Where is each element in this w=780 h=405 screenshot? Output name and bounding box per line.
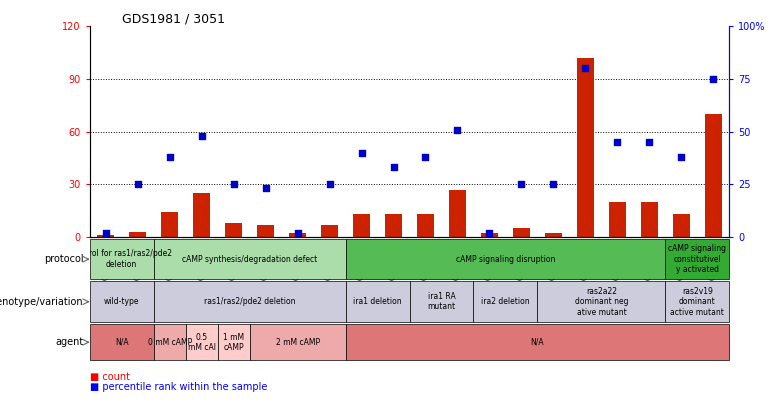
Text: control for ras1/ras2/pde2
deletion: control for ras1/ras2/pde2 deletion <box>72 249 172 269</box>
Bar <box>417 214 434 237</box>
Bar <box>544 233 562 237</box>
Bar <box>154 239 346 279</box>
Bar <box>90 239 154 279</box>
Bar <box>193 193 211 237</box>
Text: genotype/variation: genotype/variation <box>0 297 83 307</box>
Text: N/A: N/A <box>115 338 129 347</box>
Bar <box>672 214 690 237</box>
Bar <box>665 239 729 279</box>
Bar <box>537 281 665 322</box>
Text: ras1/ras2/pde2 deletion: ras1/ras2/pde2 deletion <box>204 297 296 306</box>
Point <box>100 230 112 236</box>
Text: wild-type: wild-type <box>104 297 140 306</box>
Bar <box>321 225 339 237</box>
Text: ras2a22
dominant neg
ative mutant: ras2a22 dominant neg ative mutant <box>575 287 628 317</box>
Bar <box>473 281 537 322</box>
Bar <box>186 324 218 360</box>
Bar <box>257 225 275 237</box>
Point <box>675 153 688 160</box>
Bar <box>448 190 466 237</box>
Bar <box>97 235 115 237</box>
Bar <box>129 232 147 237</box>
Bar <box>410 281 473 322</box>
Text: cAMP signaling disruption: cAMP signaling disruption <box>456 255 555 264</box>
Bar <box>576 58 594 237</box>
Text: cAMP signaling
constitutivel
y activated: cAMP signaling constitutivel y activated <box>668 244 726 274</box>
Bar <box>289 233 307 237</box>
Bar <box>640 202 658 237</box>
Point <box>420 153 432 160</box>
Text: protocol: protocol <box>44 254 83 264</box>
Bar <box>250 324 346 360</box>
Text: 0.5
mM cAl: 0.5 mM cAl <box>188 333 215 352</box>
Point <box>388 164 400 171</box>
Point <box>516 181 528 188</box>
Bar <box>225 223 243 237</box>
Point <box>323 181 335 188</box>
Point <box>292 230 304 236</box>
Point <box>356 149 368 156</box>
Point <box>484 230 496 236</box>
Bar <box>218 324 250 360</box>
Text: 2 mM cAMP: 2 mM cAMP <box>275 338 320 347</box>
Bar <box>161 212 179 237</box>
Point <box>195 132 207 139</box>
Bar <box>346 324 729 360</box>
Bar <box>346 239 665 279</box>
Bar <box>512 228 530 237</box>
Point <box>164 153 176 160</box>
Bar <box>704 114 722 237</box>
Point <box>259 185 272 192</box>
Text: ira1 deletion: ira1 deletion <box>353 297 402 306</box>
Point <box>612 139 624 145</box>
Bar <box>608 202 626 237</box>
Text: ira1 RA
mutant: ira1 RA mutant <box>427 292 456 311</box>
Bar <box>665 281 729 322</box>
Text: cAMP synthesis/degradation defect: cAMP synthesis/degradation defect <box>182 255 317 264</box>
Bar <box>346 281 410 322</box>
Bar <box>480 233 498 237</box>
Bar <box>90 324 154 360</box>
Bar <box>90 281 154 322</box>
Point <box>548 181 560 188</box>
Text: agent: agent <box>55 337 83 347</box>
Bar <box>154 281 346 322</box>
Text: ras2v19
dominant
active mutant: ras2v19 dominant active mutant <box>670 287 725 317</box>
Point <box>580 65 592 72</box>
Point <box>644 139 656 145</box>
Text: ira2 deletion: ira2 deletion <box>481 297 530 306</box>
Point <box>131 181 144 188</box>
Point <box>707 76 720 82</box>
Text: 0 mM cAMP: 0 mM cAMP <box>147 338 192 347</box>
Text: 1 mM
cAMP: 1 mM cAMP <box>223 333 244 352</box>
Text: ■ percentile rank within the sample: ■ percentile rank within the sample <box>90 382 267 392</box>
Text: GDS1981 / 3051: GDS1981 / 3051 <box>122 12 225 25</box>
Point <box>228 181 240 188</box>
Text: ■ count: ■ count <box>90 372 129 382</box>
Point <box>451 126 463 133</box>
Text: N/A: N/A <box>530 338 544 347</box>
Bar <box>385 214 402 237</box>
Bar <box>353 214 370 237</box>
Bar <box>154 324 186 360</box>
